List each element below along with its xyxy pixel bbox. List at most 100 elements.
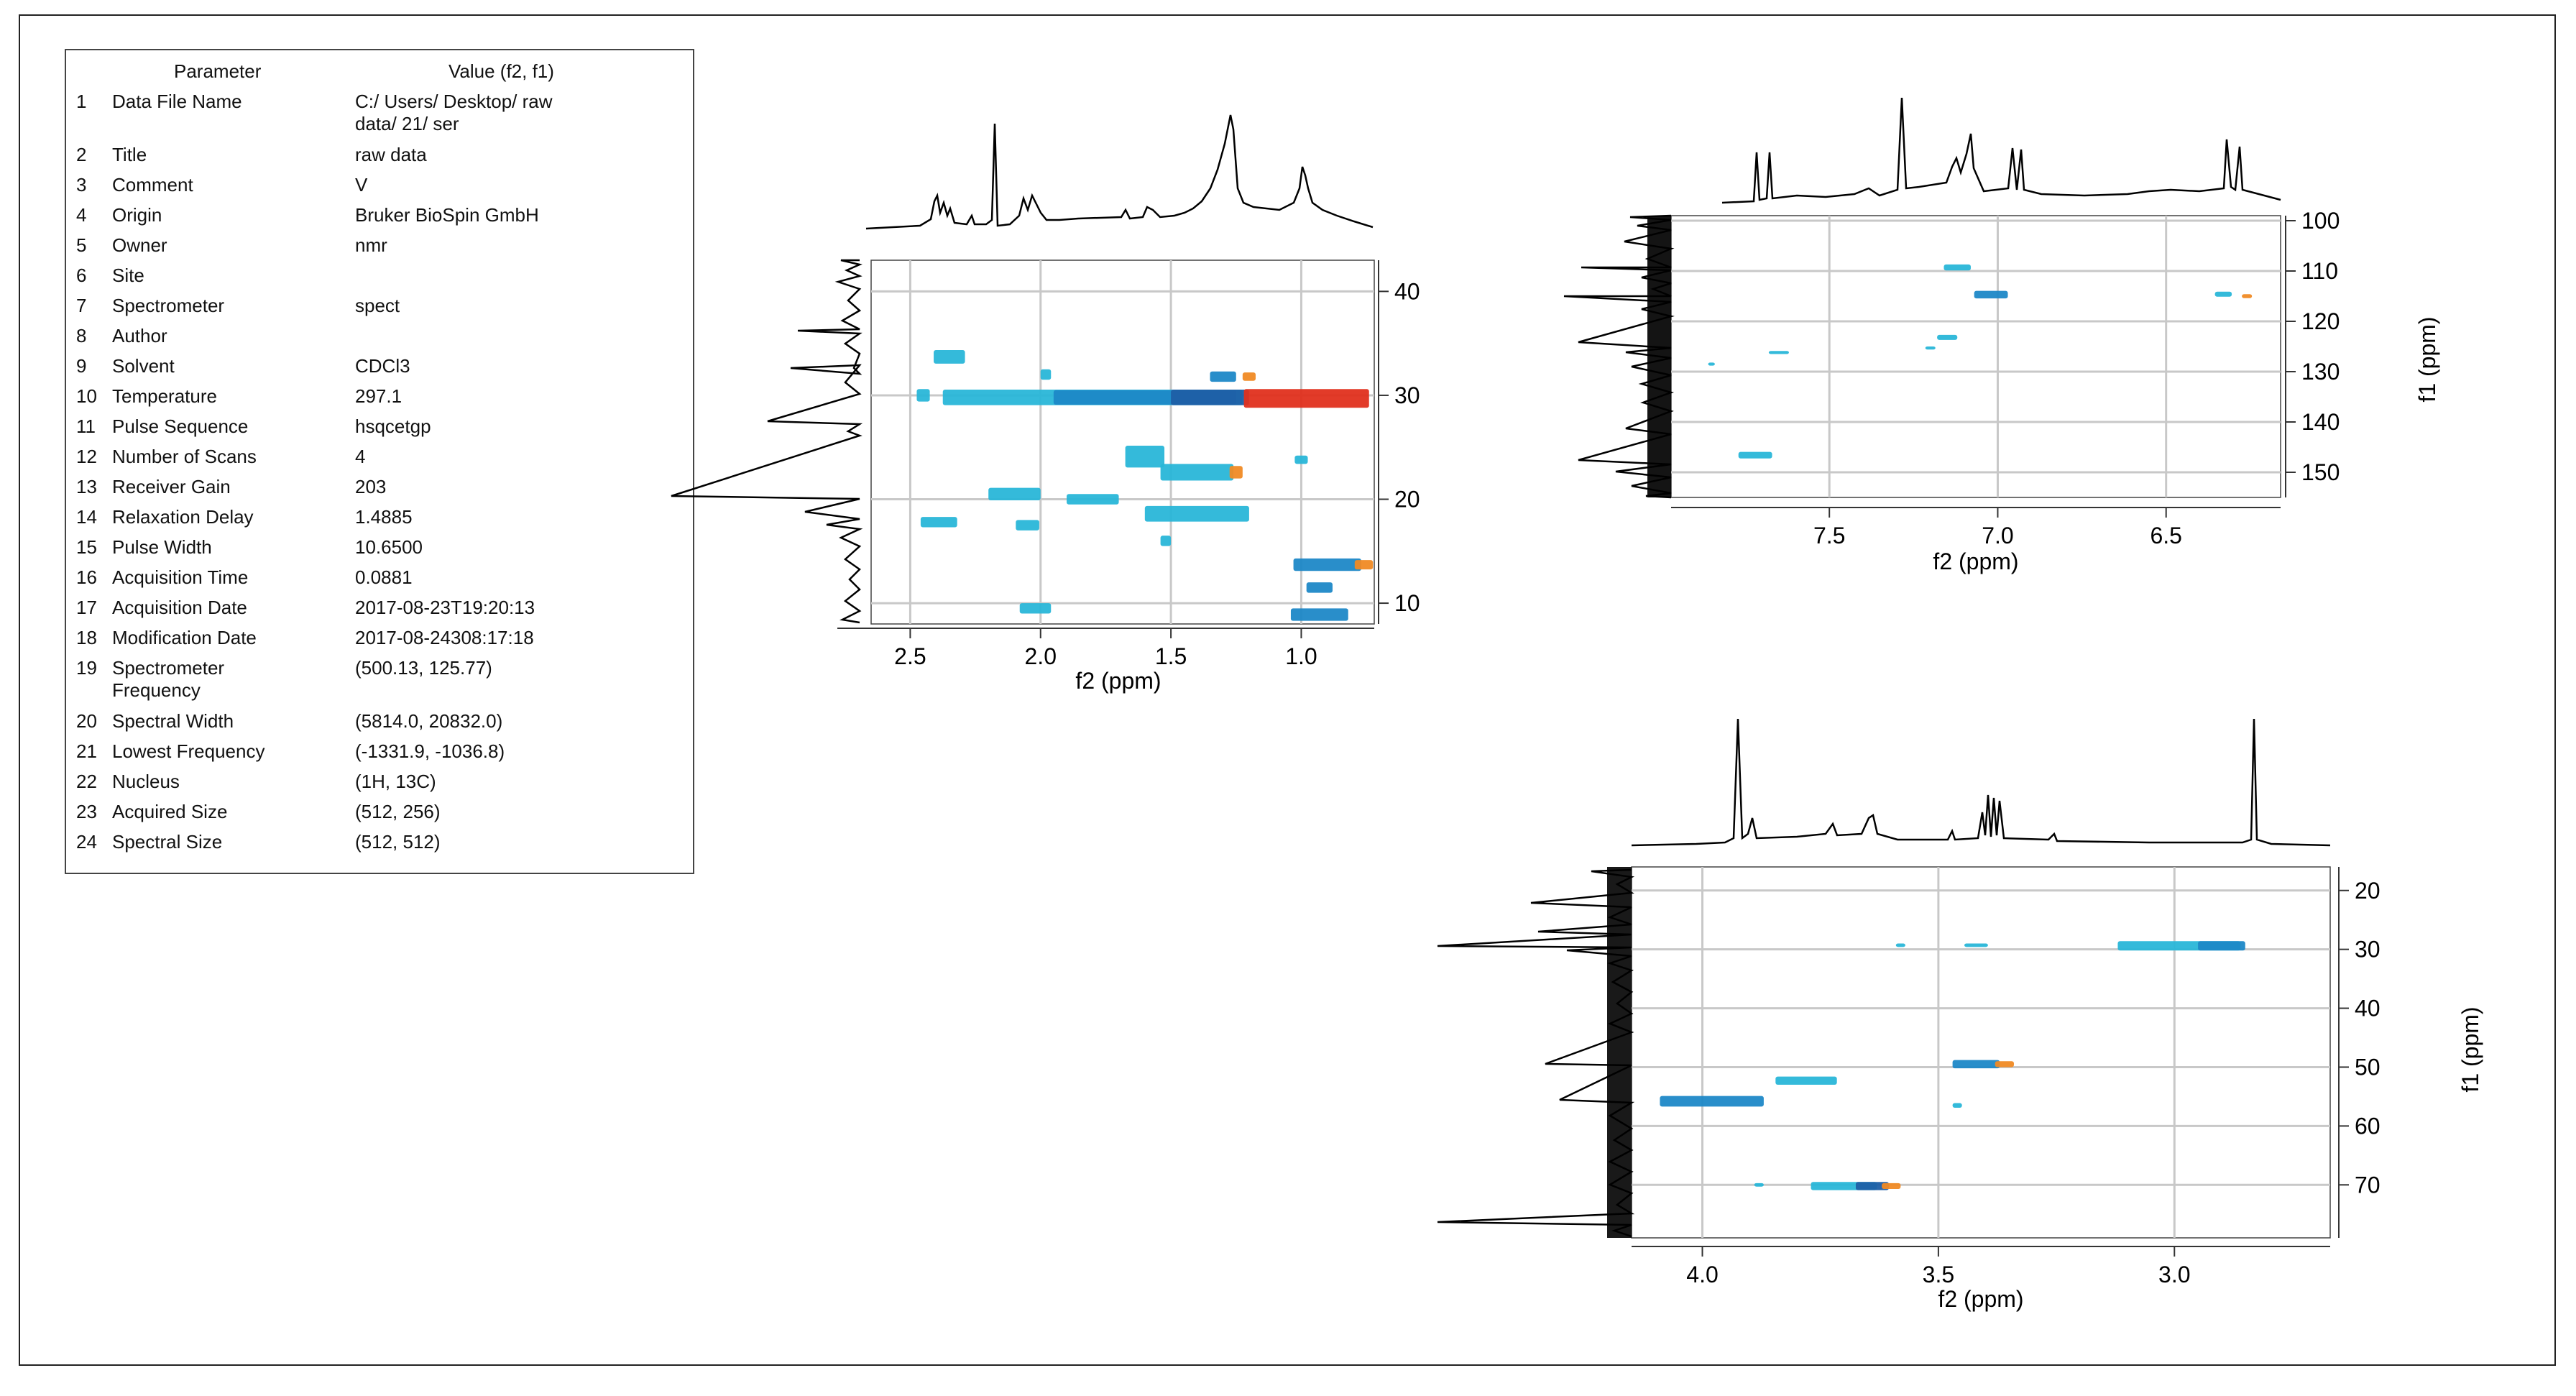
- parameter-name: Spectral Width: [112, 710, 234, 732]
- parameter-row-number: 18: [76, 627, 97, 648]
- hsqc-chart-midfield: 4.0 3.5 3.0 20 30 40 50 60 70 f2 (ppm) f1 (ppm): [1437, 718, 2483, 1312]
- parameter-row-number: 19: [76, 657, 97, 679]
- parameter-value: C:/ Users/ Desktop/ raw data/ 21/ ser: [355, 91, 553, 134]
- cross-peak: [1855, 1182, 1889, 1190]
- parameter-name: Origin: [112, 204, 162, 226]
- cross-peak: [1144, 505, 1249, 522]
- 1h-projection-aromatic: [1721, 97, 2281, 204]
- parameter-name: Number of Scans: [112, 446, 257, 467]
- cross-peak: [1952, 1103, 1962, 1108]
- cross-peak: [1290, 608, 1348, 621]
- parameter-value: 1.4885: [355, 506, 413, 528]
- cross-peak: [1925, 346, 1936, 350]
- cross-peak: [1738, 451, 1772, 459]
- y-tick-label: 40: [2355, 996, 2380, 1021]
- parameter-name: Pulse Width: [112, 536, 212, 558]
- hsqc-chart-aliphatic: 2.5 2.0 1.5 1.0 10 20 30 40 f2 (ppm): [671, 114, 1420, 694]
- parameter-name: Owner: [112, 234, 167, 256]
- parameter-name: Solvent: [112, 355, 175, 377]
- y-axis-label-aromatic: f1 (ppm): [2414, 316, 2440, 402]
- 13c-projection-midfield: [1437, 868, 1635, 1238]
- x-tick-label: 3.0: [2158, 1262, 2190, 1287]
- cross-peaks-aliphatic: [916, 350, 1374, 621]
- ticks-midfield: 4.0 3.5 3.0 20 30 40 50 60 70: [1686, 878, 2380, 1287]
- parameter-name: Comment: [112, 174, 193, 196]
- parameter-name: Acquired Size: [112, 801, 228, 822]
- parameter-name: Lowest Frequency: [112, 740, 265, 762]
- hsqc-chart-aromatic: 7.5 7.0 6.5 100 110 120 130 140 150 f2 (ppm) f1 …: [1563, 97, 2440, 574]
- ticks-aromatic: 7.5 7.0 6.5 100 110 120 130 140 150: [1813, 208, 2340, 548]
- cross-peak: [1293, 558, 1361, 571]
- x-tick-label: 3.5: [1923, 1262, 1954, 1287]
- y-tick-label: 150: [2301, 459, 2340, 485]
- y-tick-label: 30: [2355, 937, 2380, 963]
- parameter-name: Spectrometer Frequency: [112, 657, 225, 701]
- parameter-row-number: 2: [76, 144, 87, 165]
- cross-peak: [1944, 264, 1971, 271]
- parameter-value: (-1331.9, -1036.8): [355, 740, 505, 762]
- parameter-name: Acquisition Date: [112, 597, 247, 618]
- parameter-value: 2017-08-24308:17:18: [355, 627, 534, 648]
- cross-peak: [1125, 446, 1165, 468]
- cross-peak: [1354, 560, 1374, 570]
- parameter-name: Modification Date: [112, 627, 257, 648]
- cross-peak: [1067, 494, 1119, 505]
- parameter-value: (500.13, 125.77): [355, 657, 492, 679]
- cross-peak: [1160, 536, 1172, 546]
- plot-area-aromatic: [1670, 215, 2281, 498]
- y-tick-label: 130: [2301, 359, 2340, 385]
- parameter-name: Data File Name: [112, 91, 242, 112]
- x-tick-label: 1.5: [1155, 643, 1187, 669]
- parameter-row-number: 15: [76, 536, 97, 558]
- cross-peak: [1242, 372, 1256, 381]
- cross-peak: [1660, 1096, 1764, 1107]
- y-tick-label: 40: [1394, 278, 1420, 304]
- y-tick-label: 140: [2301, 409, 2340, 435]
- cross-peak: [1210, 371, 1236, 382]
- parameter-row-number: 14: [76, 506, 97, 528]
- parameter-value: (512, 256): [355, 801, 441, 822]
- cross-peak: [1952, 1060, 2000, 1069]
- x-tick-label: 7.5: [1813, 523, 1845, 548]
- cross-peak: [916, 389, 930, 402]
- parameter-row-number: 17: [76, 597, 97, 618]
- x-tick-label: 1.0: [1285, 643, 1317, 669]
- projection-baseline-aromatic: [1647, 216, 1671, 497]
- cross-peaks-aromatic: [1708, 264, 2253, 459]
- cross-peak: [2242, 294, 2253, 298]
- parameter-value: 0.0881: [355, 566, 413, 588]
- parameter-value: 4: [355, 446, 366, 467]
- parameter-row-number: 7: [76, 295, 87, 316]
- x-tick-label: 4.0: [1686, 1262, 1718, 1287]
- parameter-value: raw data: [355, 144, 427, 165]
- cross-peak: [1016, 520, 1039, 531]
- parameter-value: (1H, 13C): [355, 771, 436, 792]
- parameter-value: 297.1: [355, 385, 402, 407]
- parameter-row-number: 1: [76, 91, 87, 112]
- parameter-row-number: 4: [76, 204, 87, 226]
- parameter-row-number: 12: [76, 446, 97, 467]
- x-axis-label-midfield: f2 (ppm): [1938, 1286, 2023, 1312]
- parameter-row-number: 6: [76, 265, 87, 286]
- cross-peak: [1019, 603, 1052, 614]
- cross-peak: [2214, 291, 2232, 297]
- parameter-row-number: 20: [76, 710, 97, 732]
- cross-peak: [934, 350, 965, 364]
- parameter-name: Nucleus: [112, 771, 180, 792]
- parameter-value: 2017-08-23T19:20:13: [355, 597, 535, 618]
- y-tick-label: 100: [2301, 208, 2340, 234]
- cross-peak: [988, 487, 1041, 500]
- y-tick-label: 50: [2355, 1054, 2380, 1080]
- 13c-projection-aliphatic: [671, 259, 863, 624]
- parameter-row-number: 11: [76, 415, 96, 437]
- cross-peak: [1768, 351, 1789, 354]
- parameter-row-number: 13: [76, 476, 97, 497]
- ticks-aliphatic: 2.5 2.0 1.5 1.0 10 20 30 40: [894, 278, 1420, 669]
- cross-peak: [1160, 464, 1234, 481]
- 1h-projection-aliphatic: [865, 114, 1374, 230]
- parameter-name: Receiver Gain: [112, 476, 231, 497]
- cross-peak: [1995, 1061, 2014, 1067]
- cross-peak: [1754, 1183, 1764, 1187]
- y-tick-label: 20: [2355, 878, 2380, 904]
